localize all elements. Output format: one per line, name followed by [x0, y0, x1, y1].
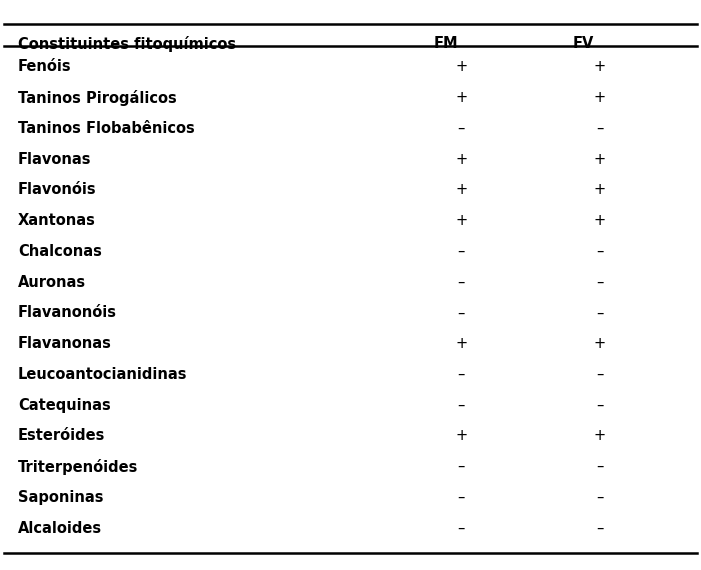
Text: –: – — [596, 306, 604, 320]
Text: –: – — [596, 490, 604, 505]
Text: Taninos Flobabênicos: Taninos Flobabênicos — [18, 121, 195, 136]
Text: –: – — [596, 121, 604, 136]
Text: –: – — [596, 520, 604, 536]
Text: Constituintes fitoquímicos: Constituintes fitoquímicos — [18, 36, 236, 52]
Text: Flavonas: Flavonas — [18, 152, 92, 166]
Text: FM: FM — [434, 36, 458, 51]
Text: –: – — [596, 367, 604, 382]
Text: –: – — [458, 520, 465, 536]
Text: +: + — [455, 59, 468, 74]
Text: –: – — [458, 121, 465, 136]
Text: Saponinas: Saponinas — [18, 490, 104, 505]
Text: Alcaloides: Alcaloides — [18, 520, 102, 536]
Text: +: + — [455, 336, 468, 351]
Text: +: + — [594, 213, 606, 228]
Text: Chalconas: Chalconas — [18, 244, 102, 259]
Text: –: – — [458, 306, 465, 320]
Text: –: – — [458, 398, 465, 413]
Text: –: – — [596, 244, 604, 259]
Text: –: – — [458, 275, 465, 290]
Text: FV: FV — [572, 36, 594, 51]
Text: –: – — [458, 244, 465, 259]
Text: +: + — [594, 336, 606, 351]
Text: Flavanonóis: Flavanonóis — [18, 306, 117, 320]
Text: –: – — [596, 459, 604, 474]
Text: Xantonas: Xantonas — [18, 213, 96, 228]
Text: –: – — [596, 275, 604, 290]
Text: +: + — [455, 429, 468, 443]
Text: Catequinas: Catequinas — [18, 398, 111, 413]
Text: –: – — [458, 367, 465, 382]
Text: Taninos Pirogálicos: Taninos Pirogálicos — [18, 89, 177, 105]
Text: –: – — [458, 490, 465, 505]
Text: +: + — [594, 90, 606, 105]
Text: +: + — [455, 90, 468, 105]
Text: +: + — [594, 429, 606, 443]
Text: +: + — [455, 182, 468, 197]
Text: +: + — [594, 152, 606, 166]
Text: Triterpenóides: Triterpenóides — [18, 459, 138, 475]
Text: +: + — [455, 152, 468, 166]
Text: Auronas: Auronas — [18, 275, 86, 290]
Text: Leucoantocianidinas: Leucoantocianidinas — [18, 367, 188, 382]
Text: +: + — [594, 182, 606, 197]
Text: Flavonóis: Flavonóis — [18, 182, 97, 197]
Text: Esteróides: Esteróides — [18, 429, 105, 443]
Text: Fenóis: Fenóis — [18, 59, 72, 74]
Text: +: + — [455, 213, 468, 228]
Text: +: + — [594, 59, 606, 74]
Text: –: – — [458, 459, 465, 474]
Text: Flavanonas: Flavanonas — [18, 336, 112, 351]
Text: –: – — [596, 398, 604, 413]
